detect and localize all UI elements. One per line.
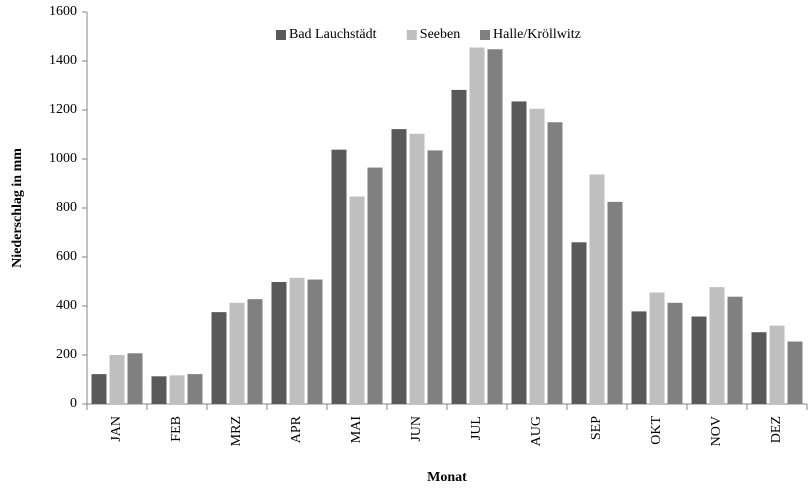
bar xyxy=(547,122,563,404)
bar xyxy=(349,196,365,404)
x-axis-title: Monat xyxy=(427,470,467,485)
bar xyxy=(769,325,785,404)
bar xyxy=(331,149,347,404)
legend-swatch xyxy=(406,30,417,40)
y-tick-label: 1000 xyxy=(49,151,77,166)
bar xyxy=(127,353,143,404)
y-tick-label: 1400 xyxy=(49,53,77,68)
y-tick-label: 1200 xyxy=(49,102,77,117)
legend-label: Seeben xyxy=(420,27,460,42)
bar xyxy=(469,47,485,405)
y-tick-label: 1600 xyxy=(49,4,77,19)
bar xyxy=(607,201,623,404)
bar xyxy=(487,49,503,405)
y-tick-label: 800 xyxy=(56,200,77,215)
y-tick-label: 0 xyxy=(70,396,77,411)
bar xyxy=(289,277,305,404)
bar xyxy=(187,374,203,404)
bar xyxy=(211,312,227,404)
x-tick-label: DEZ xyxy=(769,416,784,443)
x-tick-label: MRZ xyxy=(229,416,244,446)
bar xyxy=(271,281,287,404)
x-tick-label: OKT xyxy=(649,416,664,445)
bar xyxy=(751,332,767,404)
bar xyxy=(169,375,185,404)
bar xyxy=(529,108,545,405)
bar xyxy=(151,376,167,404)
bar xyxy=(727,296,743,404)
bar xyxy=(91,374,107,404)
bar xyxy=(571,242,587,404)
bar xyxy=(649,292,665,404)
bar xyxy=(109,355,125,404)
bar xyxy=(427,150,443,404)
bar xyxy=(631,311,647,404)
bar xyxy=(247,299,263,404)
x-tick-label: AUG xyxy=(529,416,544,446)
bar xyxy=(709,287,725,404)
legend-label: Halle/Kröllwitz xyxy=(493,27,581,42)
bar xyxy=(691,316,707,404)
bar xyxy=(391,129,407,405)
legend-swatch xyxy=(276,30,286,40)
bar xyxy=(589,174,605,404)
bar xyxy=(667,302,683,404)
bar xyxy=(451,89,467,404)
bar xyxy=(409,133,425,404)
bar xyxy=(367,167,383,404)
bar xyxy=(511,101,527,405)
x-tick-label: SEP xyxy=(589,416,604,440)
x-tick-label: JUL xyxy=(469,416,484,440)
y-axis-title: Niederschlag in mm xyxy=(10,148,25,268)
y-tick-label: 400 xyxy=(56,298,77,313)
x-tick-label: NOV xyxy=(709,416,724,446)
bar xyxy=(307,279,323,404)
x-tick-label: JUN xyxy=(409,416,424,442)
bar xyxy=(787,341,803,404)
x-tick-label: JAN xyxy=(109,416,124,442)
bar xyxy=(229,302,245,404)
x-tick-label: APR xyxy=(289,415,304,443)
x-tick-label: FEB xyxy=(169,416,184,442)
legend-label: Bad Lauchstädt xyxy=(289,27,377,42)
x-tick-label: MAI xyxy=(349,416,364,444)
y-tick-label: 200 xyxy=(56,347,77,362)
legend-swatch xyxy=(480,30,490,40)
y-tick-label: 600 xyxy=(56,249,77,264)
